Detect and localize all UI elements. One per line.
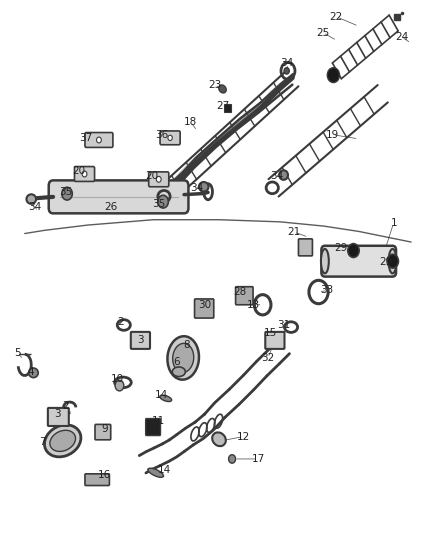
Text: 20: 20 — [145, 171, 158, 181]
Circle shape — [229, 455, 236, 463]
Text: 34: 34 — [190, 183, 203, 193]
Text: 27: 27 — [217, 101, 230, 111]
Text: 22: 22 — [329, 12, 343, 22]
Text: 35: 35 — [59, 187, 72, 197]
Text: 33: 33 — [321, 286, 334, 295]
Ellipse shape — [160, 395, 172, 401]
Text: 3: 3 — [137, 335, 144, 345]
Text: 1: 1 — [390, 218, 397, 228]
FancyBboxPatch shape — [85, 474, 110, 486]
Text: 17: 17 — [252, 454, 265, 464]
Text: 16: 16 — [98, 470, 111, 480]
Ellipse shape — [173, 343, 194, 373]
Text: 34: 34 — [270, 171, 283, 181]
Text: 29: 29 — [379, 257, 392, 267]
Circle shape — [62, 187, 72, 200]
Text: 30: 30 — [198, 300, 212, 310]
Text: 10: 10 — [111, 374, 124, 384]
Text: 35: 35 — [152, 199, 166, 209]
Text: 18: 18 — [184, 117, 197, 127]
Ellipse shape — [148, 468, 163, 478]
Ellipse shape — [321, 249, 329, 273]
Circle shape — [158, 195, 168, 208]
FancyBboxPatch shape — [321, 246, 396, 277]
FancyBboxPatch shape — [85, 133, 113, 148]
Circle shape — [284, 68, 289, 74]
FancyBboxPatch shape — [95, 424, 111, 440]
Text: 11: 11 — [152, 416, 166, 426]
Text: 19: 19 — [326, 130, 339, 140]
Text: 2: 2 — [62, 401, 69, 411]
Ellipse shape — [26, 195, 36, 204]
Ellipse shape — [172, 367, 185, 376]
Text: 34: 34 — [280, 59, 293, 68]
Text: 9: 9 — [101, 424, 108, 434]
Text: 8: 8 — [183, 340, 190, 350]
FancyBboxPatch shape — [49, 180, 188, 213]
Circle shape — [348, 244, 359, 257]
FancyBboxPatch shape — [48, 408, 69, 426]
FancyBboxPatch shape — [298, 239, 312, 256]
Ellipse shape — [28, 368, 38, 377]
Ellipse shape — [279, 170, 288, 180]
Text: 34: 34 — [28, 202, 41, 212]
Text: 15: 15 — [264, 328, 277, 338]
Text: 26: 26 — [104, 202, 117, 212]
Text: 28: 28 — [233, 287, 247, 297]
Text: 5: 5 — [14, 348, 21, 358]
FancyBboxPatch shape — [74, 166, 95, 181]
Text: 25: 25 — [316, 28, 329, 38]
Ellipse shape — [199, 182, 208, 191]
FancyBboxPatch shape — [146, 418, 160, 435]
Ellipse shape — [219, 85, 226, 93]
Text: 12: 12 — [237, 432, 250, 442]
Ellipse shape — [212, 432, 226, 446]
FancyBboxPatch shape — [131, 332, 150, 349]
Text: 21: 21 — [287, 227, 301, 237]
Text: 32: 32 — [261, 353, 275, 363]
Text: 36: 36 — [155, 130, 168, 140]
Ellipse shape — [45, 425, 81, 457]
FancyBboxPatch shape — [160, 131, 180, 145]
Text: 31: 31 — [277, 320, 290, 330]
Text: 20: 20 — [72, 166, 85, 176]
Circle shape — [115, 380, 124, 391]
Circle shape — [96, 137, 101, 143]
Circle shape — [327, 68, 339, 83]
Ellipse shape — [389, 249, 396, 273]
Text: 23: 23 — [208, 80, 221, 90]
Text: 37: 37 — [79, 133, 92, 143]
FancyBboxPatch shape — [149, 172, 169, 187]
Text: 7: 7 — [39, 437, 46, 447]
Circle shape — [387, 254, 399, 268]
Ellipse shape — [167, 336, 199, 379]
Text: 24: 24 — [395, 32, 408, 42]
Text: 14: 14 — [155, 390, 168, 400]
Circle shape — [168, 135, 172, 141]
Ellipse shape — [50, 430, 75, 451]
Text: 14: 14 — [158, 465, 171, 474]
Text: 2: 2 — [117, 317, 124, 327]
FancyBboxPatch shape — [265, 332, 285, 349]
Text: 3: 3 — [54, 409, 61, 419]
FancyBboxPatch shape — [224, 104, 231, 112]
Circle shape — [82, 171, 87, 177]
Text: 29: 29 — [334, 243, 347, 253]
Circle shape — [156, 176, 161, 182]
FancyBboxPatch shape — [194, 299, 214, 318]
Text: 6: 6 — [173, 357, 180, 367]
Text: 13: 13 — [247, 300, 260, 310]
FancyBboxPatch shape — [236, 287, 253, 305]
Text: 4: 4 — [27, 367, 34, 377]
